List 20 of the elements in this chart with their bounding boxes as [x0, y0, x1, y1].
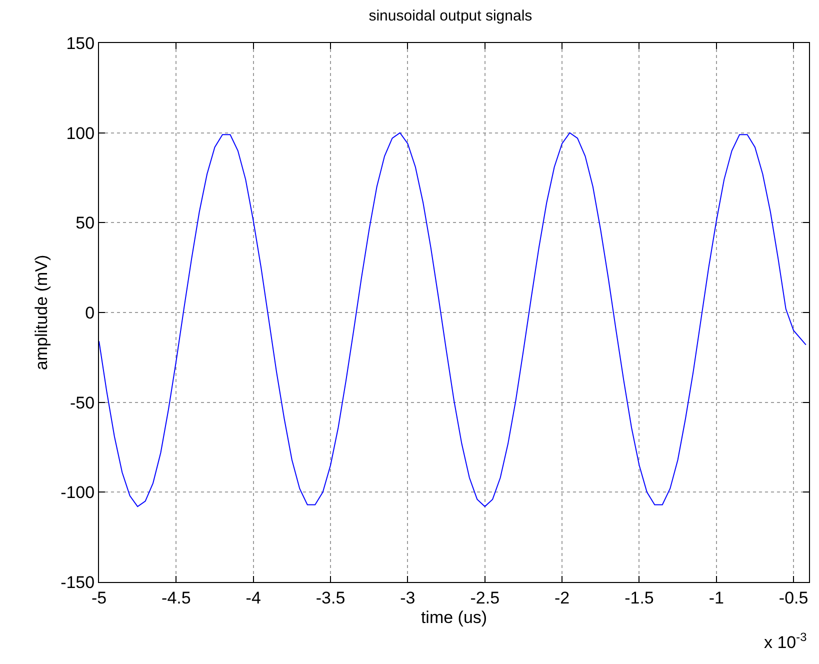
y-tick-label: 150 — [66, 34, 95, 53]
y-tick-label: -100 — [60, 483, 95, 502]
x-tick-label: -1 — [708, 588, 724, 608]
x-tick-label: -1.5 — [624, 588, 654, 608]
line-series — [99, 132, 806, 508]
x-tick-label: -4 — [246, 588, 261, 608]
y-tick-label: -50 — [70, 393, 95, 412]
y-tick-label: 50 — [76, 214, 95, 233]
x-axis-title: time (us) — [420, 608, 488, 627]
text: x 10$^{-3}$ — [764, 630, 808, 652]
y-tick-label: 0 — [85, 303, 95, 322]
x-tick-label: -0.5 — [778, 588, 808, 608]
x-tick-label: -4.5 — [162, 588, 191, 608]
y-tick-label: 100 — [66, 124, 95, 143]
x-tick-label: -3.5 — [316, 588, 346, 608]
chart-title: sinusoidal output signals — [368, 7, 532, 24]
x-tick-label: -2.5 — [470, 588, 500, 608]
x-tick-label: -3 — [400, 588, 416, 608]
x-tick-label: -2 — [554, 588, 570, 608]
y-axis-title: amplitude (mV) — [32, 254, 52, 370]
